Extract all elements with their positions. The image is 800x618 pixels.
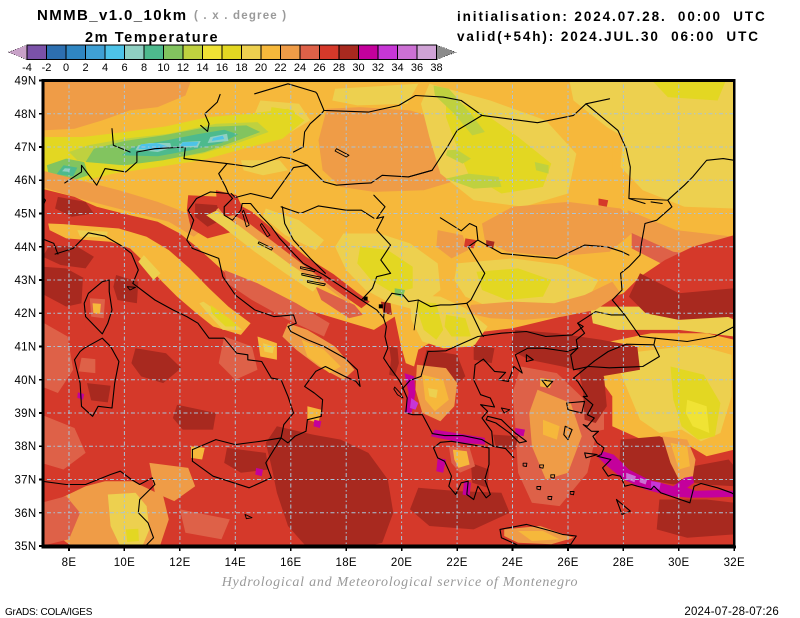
svg-text:32E: 32E — [724, 557, 745, 569]
svg-text:18: 18 — [235, 62, 247, 74]
svg-text:NMMB_v1.0_10km: NMMB_v1.0_10km — [37, 7, 188, 24]
svg-text:30: 30 — [352, 62, 364, 74]
svg-text:12E: 12E — [169, 557, 190, 569]
svg-text:10E: 10E — [114, 557, 135, 569]
svg-text:valid(+54h): 2024.JUL.30 06:0: valid(+54h): 2024.JUL.30 06:00 UTC — [457, 29, 760, 44]
svg-text:46N: 46N — [14, 175, 36, 187]
svg-text:initialisation: 2024.07.28. 0: initialisation: 2024.07.28. 00:00 UTC — [457, 9, 767, 24]
svg-text:-2: -2 — [42, 62, 52, 74]
svg-text:40N: 40N — [14, 375, 36, 387]
svg-text:26E: 26E — [557, 557, 578, 569]
svg-text:43N: 43N — [14, 275, 36, 287]
svg-text:22E: 22E — [446, 557, 467, 569]
svg-text:30E: 30E — [668, 557, 689, 569]
svg-text:37N: 37N — [14, 475, 36, 487]
svg-text:GrADS: COLA/IGES: GrADS: COLA/IGES — [5, 607, 93, 618]
svg-text:48N: 48N — [14, 109, 36, 121]
svg-text:4: 4 — [102, 62, 108, 74]
svg-text:38N: 38N — [14, 441, 36, 453]
svg-text:38: 38 — [430, 62, 442, 74]
svg-text:14: 14 — [196, 62, 208, 74]
svg-text:41N: 41N — [14, 342, 36, 354]
svg-text:39N: 39N — [14, 408, 36, 420]
svg-text:22: 22 — [274, 62, 286, 74]
svg-text:18E: 18E — [336, 557, 357, 569]
svg-text:49N: 49N — [14, 76, 36, 88]
svg-text:32: 32 — [372, 62, 384, 74]
svg-text:20: 20 — [255, 62, 267, 74]
svg-text:2m Temperature: 2m Temperature — [85, 30, 219, 46]
svg-text:24E: 24E — [502, 557, 523, 569]
svg-text:14E: 14E — [225, 557, 246, 569]
svg-text:16: 16 — [216, 62, 228, 74]
svg-text:45N: 45N — [14, 209, 36, 221]
svg-text:28E: 28E — [613, 557, 634, 569]
svg-text:42N: 42N — [14, 308, 36, 320]
svg-text:2: 2 — [82, 62, 88, 74]
svg-text:12: 12 — [177, 62, 189, 74]
svg-text:16E: 16E — [280, 557, 301, 569]
svg-text:47N: 47N — [14, 142, 36, 154]
svg-text:0: 0 — [63, 62, 69, 74]
svg-text:35N: 35N — [14, 541, 36, 553]
svg-text:6: 6 — [121, 62, 127, 74]
svg-text:8: 8 — [141, 62, 147, 74]
svg-text:36N: 36N — [14, 508, 36, 520]
svg-text:36: 36 — [411, 62, 423, 74]
svg-text:44N: 44N — [14, 242, 36, 254]
svg-text:10: 10 — [157, 62, 169, 74]
svg-text:24: 24 — [294, 62, 306, 74]
svg-text:28: 28 — [333, 62, 345, 74]
svg-text:-4: -4 — [22, 62, 32, 74]
svg-text:26: 26 — [313, 62, 325, 74]
svg-text:8E: 8E — [62, 557, 77, 569]
svg-text:( . x . degree ): ( . x . degree ) — [194, 10, 287, 22]
svg-text:20E: 20E — [391, 557, 412, 569]
svg-text:34: 34 — [391, 62, 403, 74]
svg-text:Hydrological and Meteorologica: Hydrological and Meteorological service … — [221, 575, 579, 590]
svg-text:2024-07-28-07:26: 2024-07-28-07:26 — [684, 606, 779, 618]
